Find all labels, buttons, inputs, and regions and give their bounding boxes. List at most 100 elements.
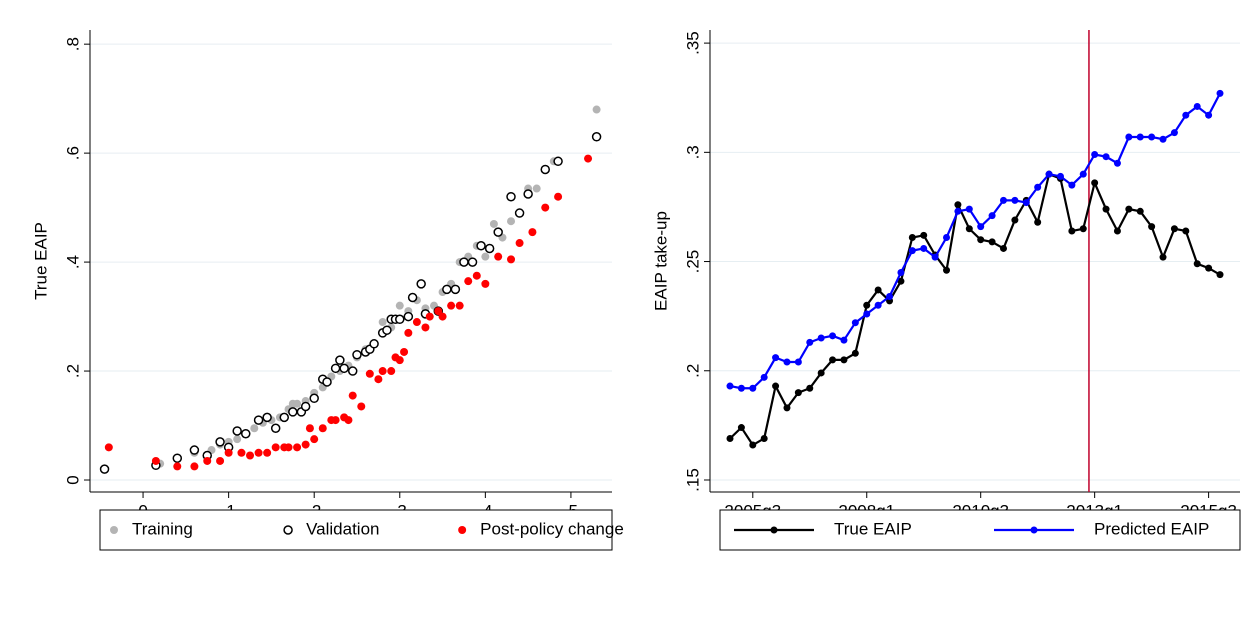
point	[749, 441, 757, 449]
point	[151, 456, 160, 465]
point	[1216, 89, 1224, 97]
point	[1022, 199, 1030, 207]
point	[920, 244, 928, 252]
point	[434, 307, 443, 316]
point	[425, 312, 434, 321]
point	[851, 349, 859, 357]
point	[1056, 172, 1064, 180]
point	[829, 356, 837, 364]
point	[851, 319, 859, 327]
legend-marker	[1030, 526, 1038, 534]
point	[1182, 111, 1190, 119]
point	[395, 301, 404, 310]
point	[203, 456, 212, 465]
point	[507, 255, 516, 264]
y-tick-label: 0	[63, 475, 82, 484]
point	[1170, 225, 1178, 233]
y-tick-label: .4	[63, 255, 82, 269]
y-tick-label: .8	[63, 37, 82, 51]
point	[931, 253, 939, 261]
point	[489, 219, 498, 228]
point	[863, 310, 871, 318]
point	[305, 424, 314, 433]
point	[954, 201, 962, 209]
point	[506, 191, 516, 202]
point	[817, 334, 825, 342]
point	[999, 244, 1007, 252]
point	[271, 443, 280, 452]
point	[215, 437, 225, 447]
point	[442, 284, 452, 295]
point	[232, 426, 242, 436]
point	[104, 443, 113, 452]
point	[591, 132, 602, 142]
point	[783, 404, 791, 412]
y-tick-label: .2	[63, 364, 82, 378]
point	[897, 268, 905, 276]
point	[1068, 227, 1076, 235]
point	[335, 355, 345, 365]
point	[532, 184, 541, 193]
point	[1091, 179, 1099, 187]
point	[237, 448, 246, 457]
point	[347, 366, 358, 376]
point	[806, 384, 814, 392]
point	[484, 243, 495, 254]
point	[760, 434, 768, 442]
y-axis-title: True EAIP	[31, 222, 50, 300]
point	[233, 435, 242, 444]
point	[1159, 253, 1167, 261]
point	[412, 318, 421, 327]
point	[943, 234, 951, 242]
series-line	[729, 92, 1221, 390]
point	[886, 292, 894, 300]
point	[954, 207, 962, 215]
point	[263, 448, 272, 457]
point	[1205, 264, 1213, 272]
point	[817, 369, 825, 377]
point	[943, 266, 951, 274]
point	[190, 462, 199, 471]
legend-label: Validation	[306, 519, 379, 538]
point	[216, 456, 225, 465]
point	[897, 277, 905, 285]
point	[1125, 205, 1133, 213]
point	[1079, 170, 1087, 178]
point	[977, 223, 985, 231]
point	[726, 434, 734, 442]
point	[965, 225, 973, 233]
legend-marker	[110, 526, 118, 534]
point	[584, 154, 593, 163]
point	[999, 196, 1007, 204]
point	[459, 257, 469, 267]
point	[421, 323, 430, 332]
point	[1148, 223, 1156, 231]
point	[840, 356, 848, 364]
point	[310, 435, 319, 444]
point	[395, 314, 405, 325]
point	[330, 363, 341, 374]
point	[387, 367, 396, 376]
point	[737, 384, 745, 392]
point	[1170, 129, 1178, 137]
point	[300, 401, 311, 412]
point	[1193, 102, 1201, 110]
point	[395, 356, 404, 365]
point	[407, 292, 418, 303]
point	[1193, 260, 1201, 268]
point	[1205, 111, 1213, 119]
point	[365, 369, 374, 378]
point	[455, 301, 464, 310]
point	[301, 440, 310, 449]
point	[1159, 135, 1167, 143]
point	[481, 279, 490, 288]
point	[172, 453, 183, 463]
point	[1136, 207, 1144, 215]
point	[726, 382, 734, 390]
y-tick-label: .2	[683, 364, 702, 378]
point	[806, 338, 814, 346]
point	[352, 349, 362, 360]
legend-box	[99, 509, 613, 551]
